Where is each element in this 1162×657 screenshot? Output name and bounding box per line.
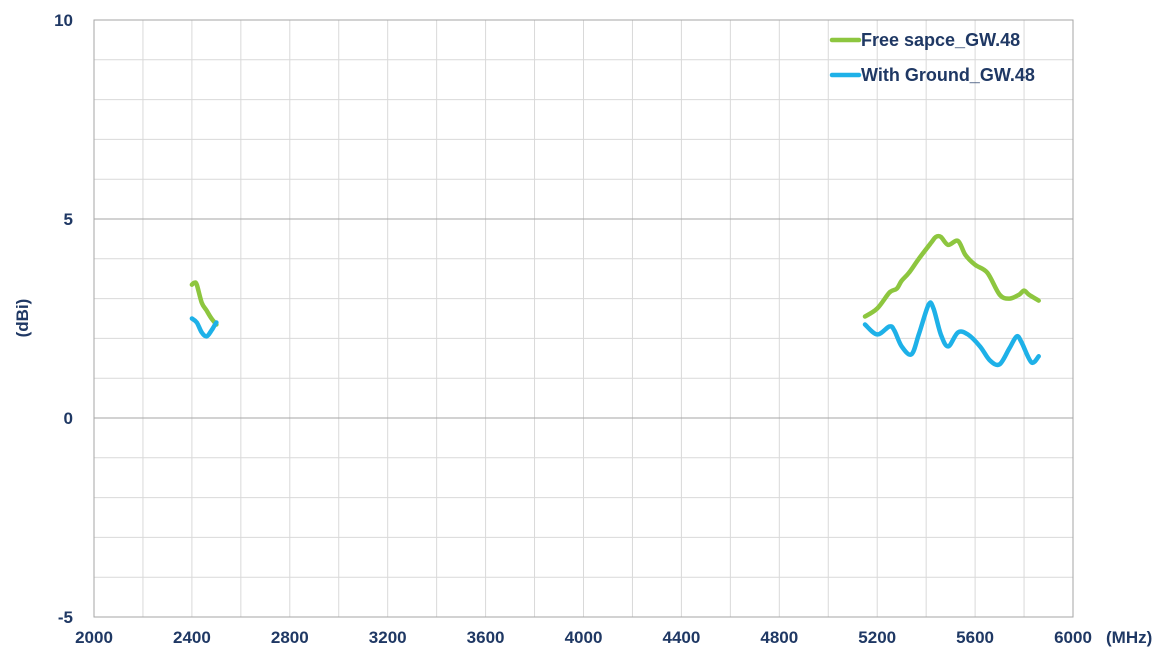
x-tick-label: 2000: [75, 628, 113, 647]
x-tick-label: 4400: [662, 628, 700, 647]
legend-label: Free sapce_GW.48: [861, 30, 1020, 50]
x-tick-label: 4000: [565, 628, 603, 647]
x-tick-label: 6000: [1054, 628, 1092, 647]
x-tick-label: 3200: [369, 628, 407, 647]
y-axis-ticks: -5 0 5 10: [54, 11, 73, 627]
x-tick-label: 5200: [858, 628, 896, 647]
series-line-free-space: [862, 233, 1041, 319]
series-line-with-ground: [189, 316, 219, 339]
y-tick-label: 5: [64, 210, 73, 229]
legend-label: With Ground_GW.48: [861, 65, 1035, 85]
y-tick-label: 0: [64, 409, 73, 428]
x-tick-label: 5600: [956, 628, 994, 647]
y-tick-label: 10: [54, 11, 73, 30]
x-axis-label: (MHz): [1106, 628, 1152, 647]
y-axis-label: (dBi): [13, 299, 32, 338]
series-line-with-ground: [862, 300, 1041, 368]
x-tick-label: 2800: [271, 628, 309, 647]
x-tick-label: 4800: [760, 628, 798, 647]
x-tick-label: 2400: [173, 628, 211, 647]
minor-gridlines: [93, 19, 1074, 618]
y-tick-label: -5: [58, 608, 73, 627]
x-tick-label: 3600: [467, 628, 505, 647]
x-axis-ticks: 2000 2400 2800 3200 3600 4000 4400 4800 5200 5600…: [75, 628, 1092, 647]
legend: Free sapce_GW.48 With Ground_GW.48: [829, 30, 1035, 85]
series-layer: [189, 233, 1041, 368]
series-line-free-space: [189, 280, 219, 327]
plot-frame: [93, 19, 1074, 618]
